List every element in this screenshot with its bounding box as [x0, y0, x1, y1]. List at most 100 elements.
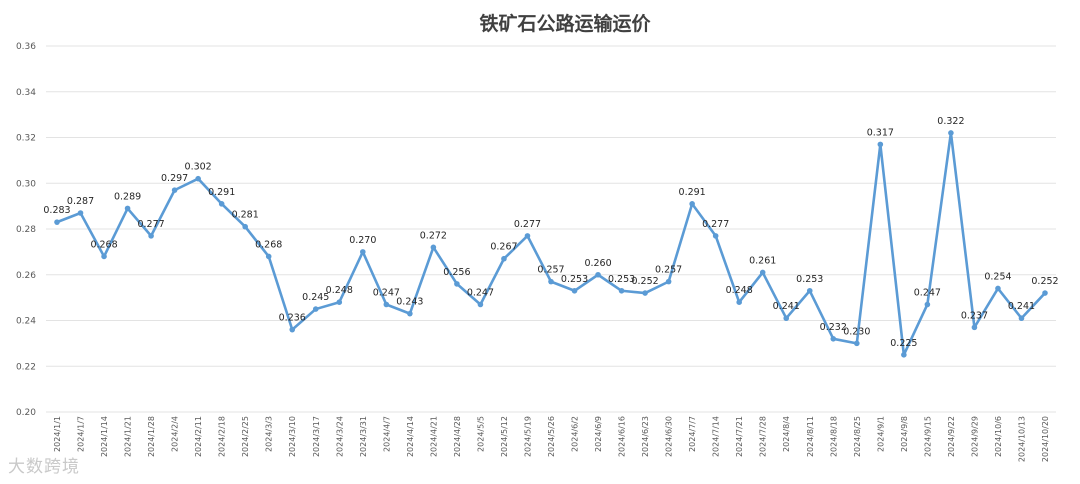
data-label: 0.236: [279, 313, 306, 324]
data-point: [877, 141, 884, 148]
x-axis-ticks: 2024/1/1 2024/1/7 2024/1/14 2024/1/21 2024/1…: [53, 416, 1050, 462]
x-tick-label: 2024/3/24: [335, 416, 344, 457]
x-tick-label: 2024/5/26: [547, 416, 556, 457]
data-point: [948, 130, 954, 136]
x-tick-label: 2024/9/22: [947, 416, 956, 457]
data-label: 0.267: [490, 242, 517, 253]
data-point: [407, 310, 413, 317]
x-tick-label: 2024/7/21: [735, 416, 744, 457]
data-point: [148, 233, 154, 239]
x-tick-label: 2024/8/4: [782, 416, 791, 452]
data-label: 0.241: [773, 301, 800, 312]
x-tick-label: 2024/5/5: [476, 416, 485, 452]
data-point: [195, 175, 201, 182]
data-label: 0.260: [584, 258, 611, 269]
data-point: [665, 278, 672, 285]
data-label: 0.237: [961, 310, 988, 321]
data-label: 0.232: [820, 322, 847, 333]
data-label: 0.291: [679, 187, 706, 198]
x-tick-label: 2024/5/19: [523, 416, 532, 457]
y-tick-label: 0.22: [16, 362, 36, 372]
y-axis-ticks: 0.36 0.34 0.32 0.30 0.28 0.26 0.24 0.22 0.20: [16, 42, 36, 418]
data-label: 0.257: [537, 265, 564, 276]
data-point: [218, 201, 225, 207]
watermark: 大数跨境: [8, 457, 80, 477]
data-label: 0.252: [1031, 276, 1058, 287]
x-tick-label: 2024/6/9: [594, 416, 603, 452]
data-point: [783, 315, 790, 322]
x-tick-label: 2024/1/14: [100, 416, 109, 457]
y-tick-label: 0.26: [16, 271, 36, 281]
x-tick-label: 2024/9/1: [876, 416, 885, 452]
x-tick-label: 2024/3/31: [359, 416, 368, 457]
data-point: [336, 299, 343, 306]
data-point: [995, 285, 1001, 292]
x-tick-label: 2024/8/11: [806, 416, 815, 457]
x-tick-label: 2024/6/23: [641, 416, 650, 457]
y-tick-label: 0.34: [16, 88, 36, 98]
data-label: 0.248: [726, 285, 753, 296]
data-point: [736, 299, 742, 306]
data-label: 0.322: [937, 116, 964, 127]
x-tick-label: 2024/4/21: [429, 416, 438, 457]
data-point: [360, 249, 366, 255]
x-tick-label: 2024/1/1: [53, 416, 62, 452]
x-tick-label: 2024/7/28: [759, 416, 768, 457]
data-point: [101, 253, 107, 260]
data-label: 0.248: [326, 285, 353, 296]
x-tick-label: 2024/6/16: [618, 416, 627, 457]
data-point: [901, 352, 907, 358]
data-point: [124, 205, 131, 212]
data-label: 0.256: [443, 267, 470, 278]
data-label: 0.261: [749, 255, 776, 266]
data-label: 0.283: [43, 205, 70, 216]
x-tick-label: 2024/1/28: [147, 416, 156, 457]
x-tick-label: 2024/6/30: [665, 416, 674, 457]
x-tick-label: 2024/8/18: [829, 416, 838, 457]
data-label: 0.317: [867, 127, 894, 138]
data-point: [571, 287, 578, 294]
data-point: [171, 187, 178, 193]
data-point: [383, 301, 390, 308]
data-point: [1018, 315, 1025, 322]
data-label: 0.241: [1008, 301, 1035, 312]
data-label: 0.253: [561, 274, 588, 285]
y-tick-label: 0.24: [16, 317, 36, 327]
data-label: 0.277: [137, 219, 164, 230]
data-point: [854, 340, 860, 347]
data-point: [312, 306, 319, 312]
y-tick-label: 0.28: [16, 225, 36, 235]
data-point: [1042, 290, 1048, 296]
grid-lines: [46, 45, 1056, 413]
x-tick-label: 2024/2/4: [171, 416, 180, 452]
data-label: 0.243: [396, 297, 423, 308]
data-label: 0.270: [349, 235, 376, 246]
data-point: [477, 301, 484, 308]
data-label: 0.247: [914, 287, 941, 298]
x-tick-label: 2024/7/14: [712, 416, 721, 457]
data-point: [548, 278, 554, 285]
data-label: 0.245: [302, 292, 329, 303]
data-label: 0.257: [655, 265, 682, 276]
x-tick-label: 2024/9/8: [900, 416, 909, 452]
x-tick-label: 2024/4/14: [406, 416, 415, 457]
data-label: 0.297: [161, 173, 188, 184]
chart-title: 铁矿石公路运输运价: [479, 12, 651, 35]
x-tick-label: 2024/3/3: [265, 416, 274, 452]
data-label: 0.277: [702, 219, 729, 230]
data-point: [806, 287, 813, 294]
data-point: [454, 281, 460, 287]
x-tick-label: 2024/7/7: [688, 416, 697, 452]
x-tick-label: 2024/8/25: [853, 416, 862, 457]
x-tick-label: 2024/10/6: [994, 416, 1003, 457]
data-point: [595, 271, 601, 278]
data-label: 0.254: [984, 271, 1011, 282]
data-point: [524, 233, 531, 239]
data-point: [759, 269, 766, 276]
data-point: [618, 287, 625, 294]
data-label: 0.287: [67, 196, 94, 207]
x-tick-label: 2024/3/10: [288, 416, 297, 457]
data-point: [242, 223, 248, 230]
data-point: [54, 219, 60, 225]
